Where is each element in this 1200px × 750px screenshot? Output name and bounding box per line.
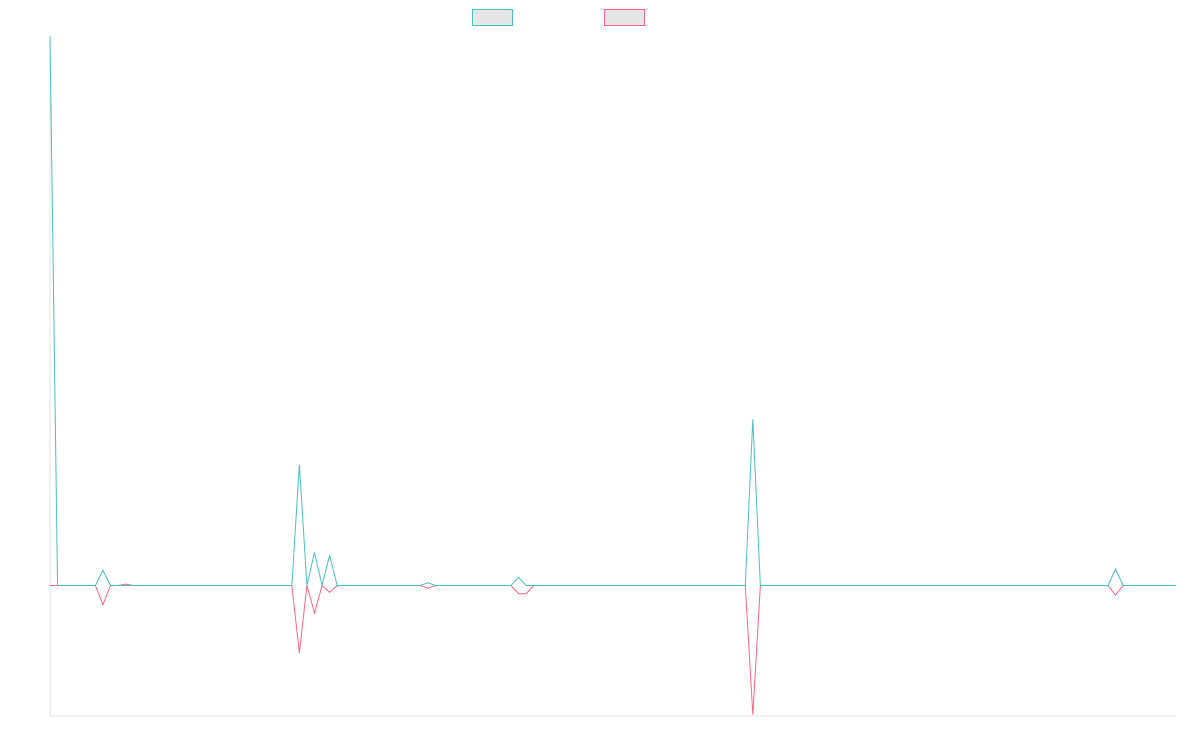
series-line-1 bbox=[49, 35, 1176, 586]
axes bbox=[49, 36, 1176, 717]
series-line-2 bbox=[50, 583, 1176, 715]
legend-item-1[interactable] bbox=[472, 9, 513, 26]
legend-swatch-2[interactable] bbox=[604, 9, 645, 26]
series-group bbox=[49, 35, 1176, 715]
legend-swatch-1[interactable] bbox=[472, 9, 513, 26]
legend-item-2[interactable] bbox=[604, 9, 645, 26]
legend[interactable] bbox=[472, 9, 645, 26]
